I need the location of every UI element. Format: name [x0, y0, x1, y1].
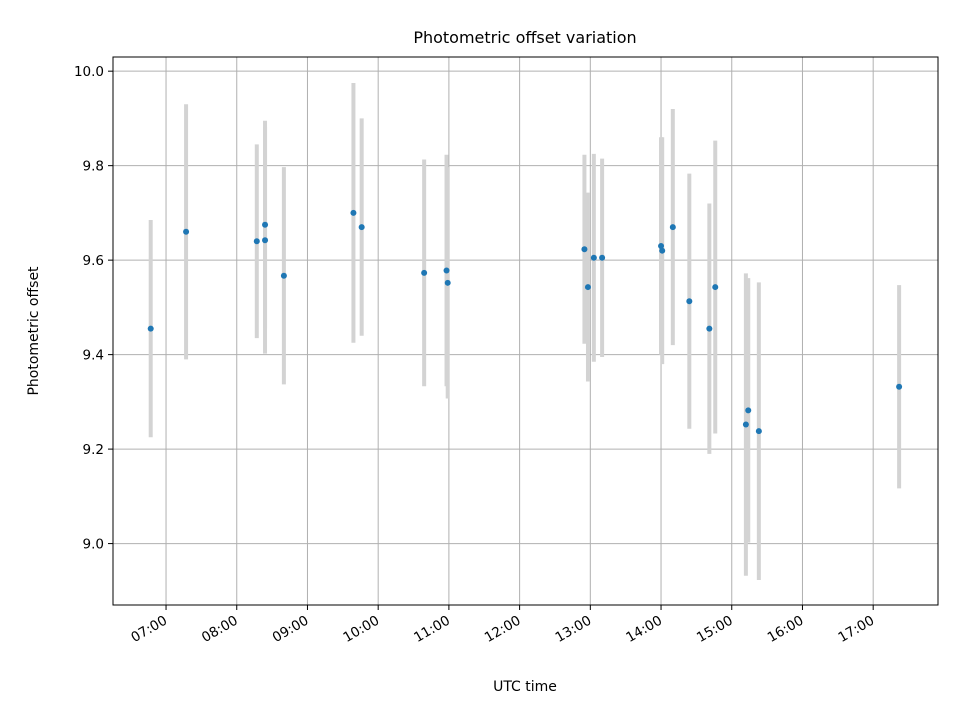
- data-point: [444, 279, 451, 286]
- chart-title: Photometric offset variation: [413, 28, 636, 47]
- data-point: [147, 325, 154, 332]
- data-point: [896, 383, 903, 390]
- y-tick-label: 10.0: [74, 64, 104, 80]
- data-point: [712, 284, 719, 291]
- data-point: [350, 209, 357, 216]
- grid: [113, 57, 938, 605]
- data-point: [262, 221, 269, 228]
- data-point: [421, 269, 428, 276]
- y-tick-label: 9.4: [83, 348, 104, 364]
- data-point: [581, 246, 588, 253]
- data-point: [280, 272, 287, 279]
- data-point: [669, 224, 676, 231]
- y-axis: 9.0 9.2 9.4 9.6 9.8 10.0: [74, 64, 113, 553]
- data-point: [584, 284, 591, 291]
- data-point: [706, 325, 713, 332]
- data-points: [147, 209, 903, 435]
- plot-frame: [112, 56, 939, 606]
- y-tick-label: 9.0: [83, 537, 104, 553]
- x-axis-label: UTC time: [493, 679, 557, 695]
- y-tick-label: 9.6: [83, 253, 104, 269]
- data-point: [599, 254, 606, 261]
- y-axis-label: Photometric offset: [26, 266, 42, 396]
- data-point: [745, 407, 752, 414]
- data-point: [686, 298, 693, 305]
- data-point: [253, 238, 260, 245]
- y-tick-label: 9.8: [83, 159, 104, 175]
- y-tick-label: 9.2: [83, 442, 104, 458]
- data-point: [262, 237, 269, 244]
- data-point: [742, 421, 749, 428]
- data-point: [659, 247, 666, 254]
- data-point: [183, 228, 190, 235]
- data-point: [358, 224, 365, 231]
- data-point: [590, 254, 597, 261]
- data-point: [658, 242, 665, 249]
- data-point: [755, 428, 762, 435]
- data-point: [443, 267, 450, 274]
